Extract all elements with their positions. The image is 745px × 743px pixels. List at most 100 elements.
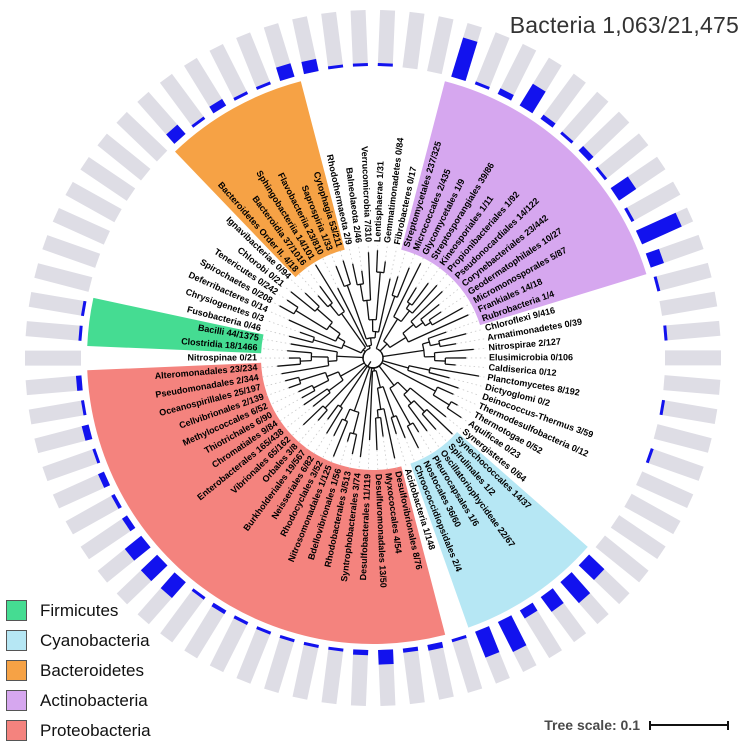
- leaf-label: Verrucomicrobia 7/310: [360, 146, 374, 242]
- leaf-label: Lentisphaerae 1/31: [372, 161, 385, 242]
- abundance-bar-track: [560, 91, 609, 144]
- abundance-bar-track: [636, 471, 694, 509]
- abundance-bar-fill: [256, 626, 272, 635]
- abundance-bar-track: [209, 615, 249, 673]
- group-wedge-firmicutes: [87, 297, 264, 354]
- legend-swatch: [6, 630, 27, 651]
- abundance-bars: [24, 9, 722, 707]
- legend-item: Firmicutes: [6, 600, 151, 621]
- legend-swatch: [6, 690, 27, 711]
- abundance-bar-fill: [121, 515, 136, 532]
- abundance-bar-fill: [378, 649, 394, 665]
- abundance-bar-track: [653, 424, 712, 453]
- abundance-bar-track: [595, 133, 649, 181]
- abundance-bar-fill: [233, 615, 249, 626]
- abundance-bar-fill: [80, 400, 87, 416]
- group-wedge-cyanobacteria: [410, 431, 588, 628]
- leaf-label: Desulfuromonadales 13/50: [374, 474, 389, 588]
- abundance-bar-track: [659, 399, 718, 425]
- abundance-bar-track: [80, 515, 136, 560]
- abundance-bar-fill: [560, 131, 574, 144]
- abundance-bar-fill: [279, 635, 295, 643]
- legend-swatch: [6, 720, 27, 741]
- abundance-bar-track: [663, 320, 721, 341]
- abundance-bar-fill: [475, 626, 500, 658]
- abundance-bar-fill: [427, 641, 444, 651]
- abundance-bar-fill: [610, 176, 637, 201]
- abundance-bar-fill: [645, 248, 664, 268]
- abundance-bar-track: [159, 73, 206, 128]
- abundance-bar-track: [184, 57, 227, 114]
- abundance-bar-fill: [659, 399, 666, 416]
- abundance-bar-fill: [97, 471, 111, 488]
- abundance-bar-fill: [474, 81, 490, 90]
- abundance-bar-fill: [255, 81, 271, 90]
- abundance-bar-track: [97, 133, 151, 181]
- abundance-bar-fill: [191, 588, 206, 600]
- abundance-bar-fill: [191, 116, 206, 128]
- abundance-bar-fill: [540, 588, 564, 612]
- abundance-bar-fill: [635, 212, 682, 245]
- abundance-bar-track: [65, 493, 122, 535]
- abundance-bar-track: [427, 16, 454, 75]
- abundance-bar-track: [497, 43, 537, 101]
- abundance-bar-track: [28, 291, 87, 317]
- abundance-bar-track: [519, 602, 562, 659]
- clade-wedges: [87, 81, 647, 644]
- legend-item: Actinobacteria: [6, 690, 151, 711]
- abundance-bar-track: [209, 43, 249, 101]
- abundance-bar-track: [350, 9, 368, 67]
- figure-title: Bacteria 1,063/21,475: [509, 12, 739, 38]
- abundance-bar-track: [184, 602, 227, 659]
- abundance-bar-fill: [653, 276, 661, 292]
- legend-item: Bacteroidetes: [6, 660, 151, 681]
- tree-scale-bar: [649, 720, 729, 730]
- abundance-bar-fill: [80, 300, 87, 317]
- abundance-bar-fill: [209, 98, 227, 114]
- abundance-bar-track: [264, 635, 295, 693]
- leaf-label: Elusimicrobia 0/106: [489, 352, 573, 362]
- abundance-bar-track: [236, 626, 272, 684]
- abundance-bar-fill: [519, 83, 546, 114]
- abundance-bar-fill: [233, 91, 249, 101]
- abundance-bar-fill: [303, 641, 319, 648]
- abundance-bar-fill: [540, 114, 556, 128]
- legend-label: Actinobacteria: [40, 690, 148, 710]
- abundance-bar-track: [34, 263, 93, 292]
- tree-scale: Tree scale: 0.1: [544, 717, 729, 733]
- abundance-bar-track: [474, 32, 510, 90]
- abundance-bar-fill: [160, 572, 186, 599]
- leaf-label: Nitrospinae 0/21: [187, 352, 257, 362]
- tree-branches: [277, 250, 480, 459]
- abundance-bar-fill: [560, 572, 591, 604]
- abundance-bar-fill: [497, 88, 514, 101]
- abundance-bar-fill: [301, 58, 319, 75]
- abundance-bar-track: [659, 291, 718, 316]
- abundance-bar-fill: [451, 634, 467, 643]
- legend-label: Cyanobacteria: [40, 630, 150, 650]
- abundance-bar-track: [80, 157, 136, 201]
- abundance-bar-fill: [211, 602, 227, 615]
- abundance-bar-fill: [645, 448, 654, 464]
- abundance-bar-track: [402, 11, 425, 70]
- abundance-bar-fill: [81, 424, 93, 441]
- abundance-bar-track: [653, 262, 712, 292]
- abundance-bar-track: [540, 73, 586, 128]
- abundance-bar-track: [52, 471, 111, 509]
- abundance-bar-track: [645, 448, 704, 481]
- abundance-bar-fill: [140, 554, 168, 582]
- legend-item: Cyanobacteria: [6, 630, 151, 651]
- abundance-bar-track: [610, 515, 666, 559]
- abundance-bar-fill: [276, 63, 295, 82]
- abundance-bar-track: [52, 207, 110, 245]
- group-wedge-proteobacteria: [87, 362, 446, 644]
- abundance-bar-fill: [578, 554, 605, 581]
- legend-swatch: [6, 600, 27, 621]
- abundance-bar-track: [402, 646, 425, 705]
- abundance-bar-track: [321, 11, 344, 70]
- abundance-bar-track: [236, 32, 271, 90]
- abundance-bar-track: [34, 424, 93, 454]
- abundance-bar-track: [292, 641, 319, 700]
- abundance-bar-track: [28, 400, 87, 425]
